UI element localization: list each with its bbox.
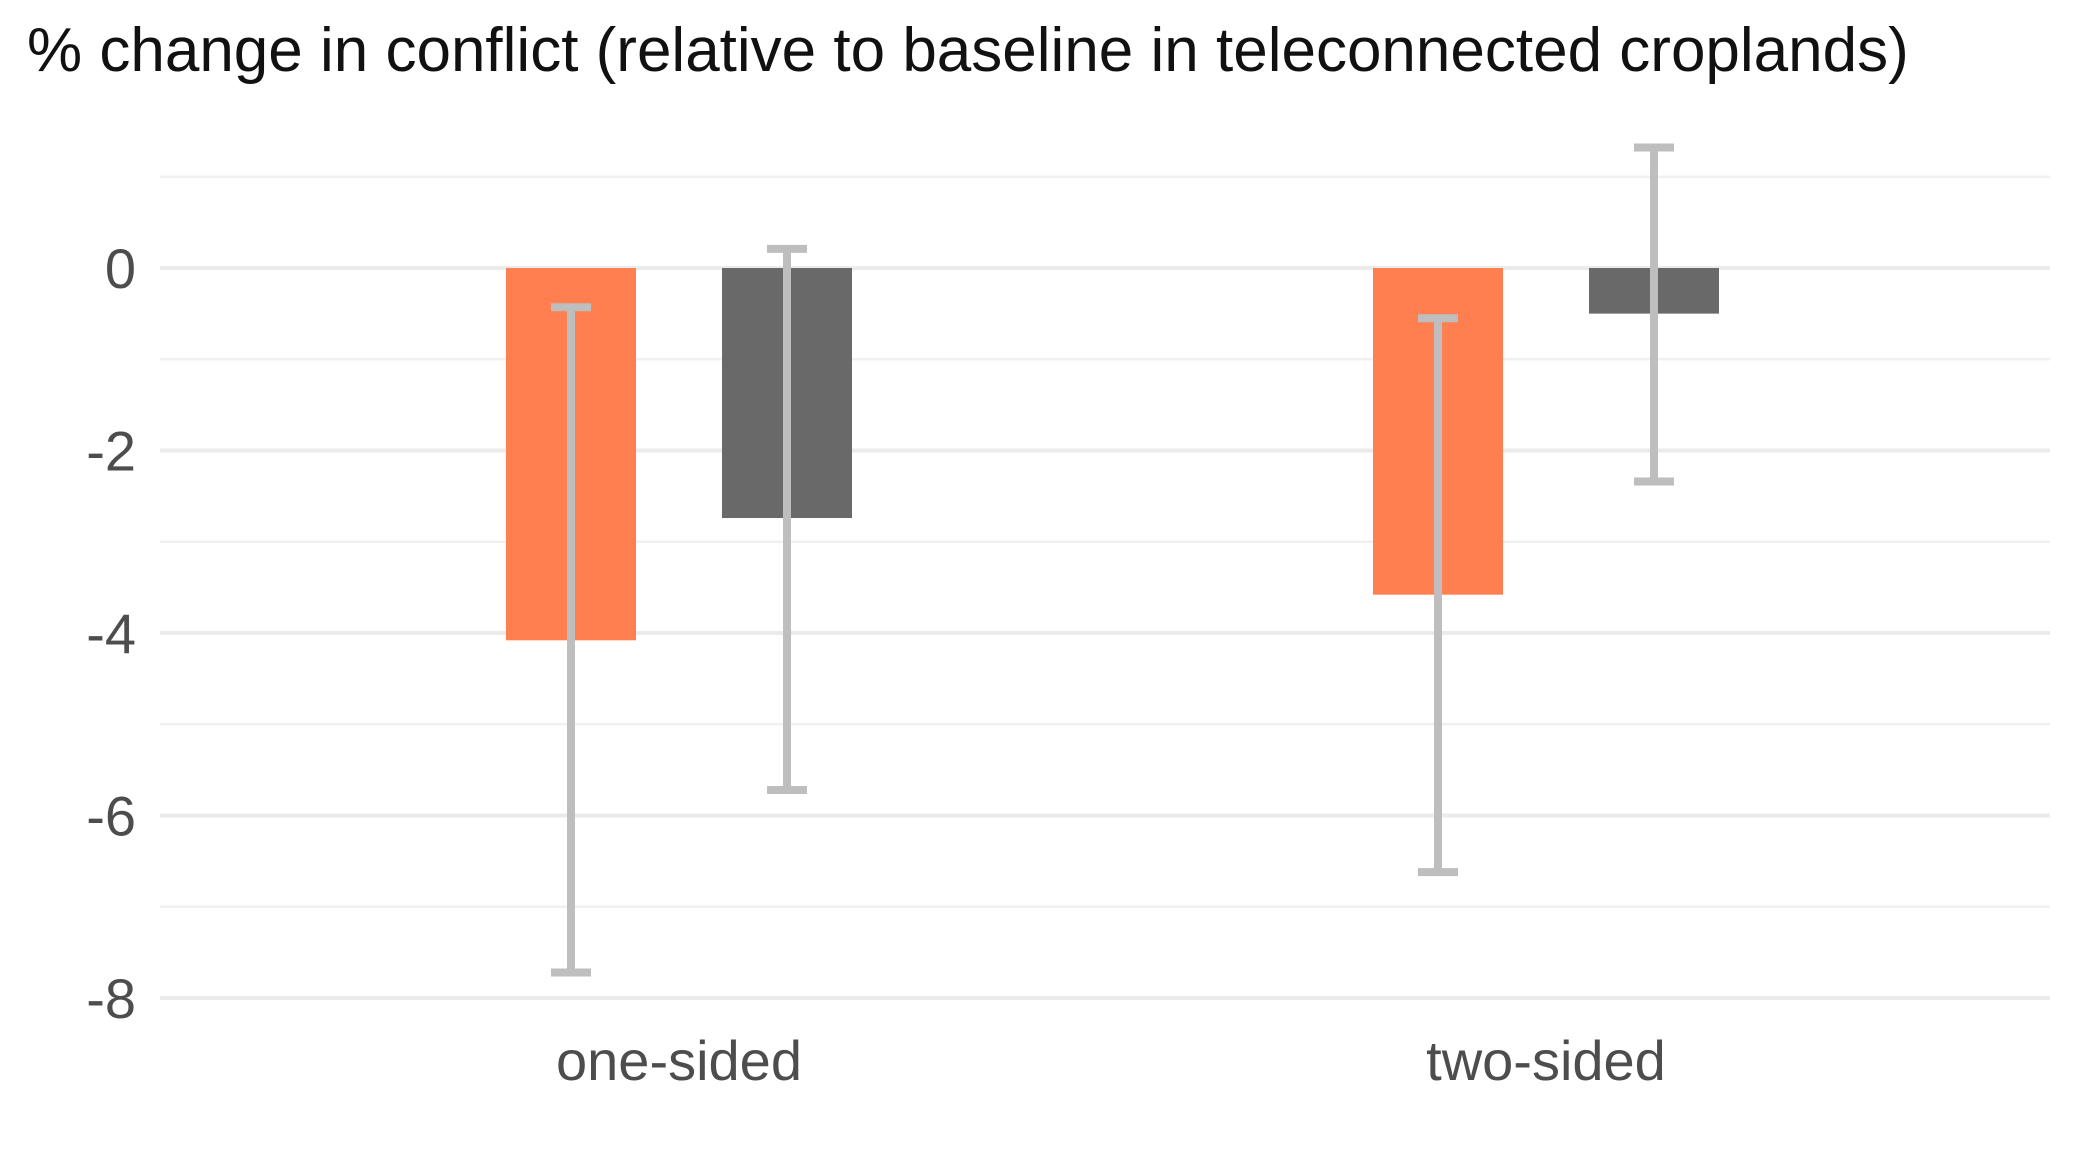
x-axis-tick-labels: one-sided two-sided (556, 1029, 1666, 1092)
y-tick-label: 0 (105, 237, 136, 300)
error-bar-one-sided-series-1 (551, 303, 591, 977)
error-bar-two-sided-series-1 (1418, 314, 1458, 877)
y-axis-tick-labels: 0 -2 -4 -6 -8 (86, 237, 136, 1030)
y-tick-label: -2 (86, 420, 136, 483)
x-tick-label-one-sided: one-sided (556, 1029, 802, 1092)
y-tick-label: -6 (86, 785, 136, 848)
bars (506, 268, 1719, 641)
error-bars (551, 143, 1674, 977)
y-tick-label: -8 (86, 967, 136, 1030)
gridlines (160, 175, 2050, 1000)
chart-title: % change in conflict (relative to baseli… (27, 16, 1909, 85)
error-bar-one-sided-series-2 (767, 244, 807, 794)
error-bar-two-sided-series-2 (1634, 143, 1674, 486)
y-tick-label: -4 (86, 602, 136, 665)
x-tick-label-two-sided: two-sided (1426, 1029, 1666, 1092)
